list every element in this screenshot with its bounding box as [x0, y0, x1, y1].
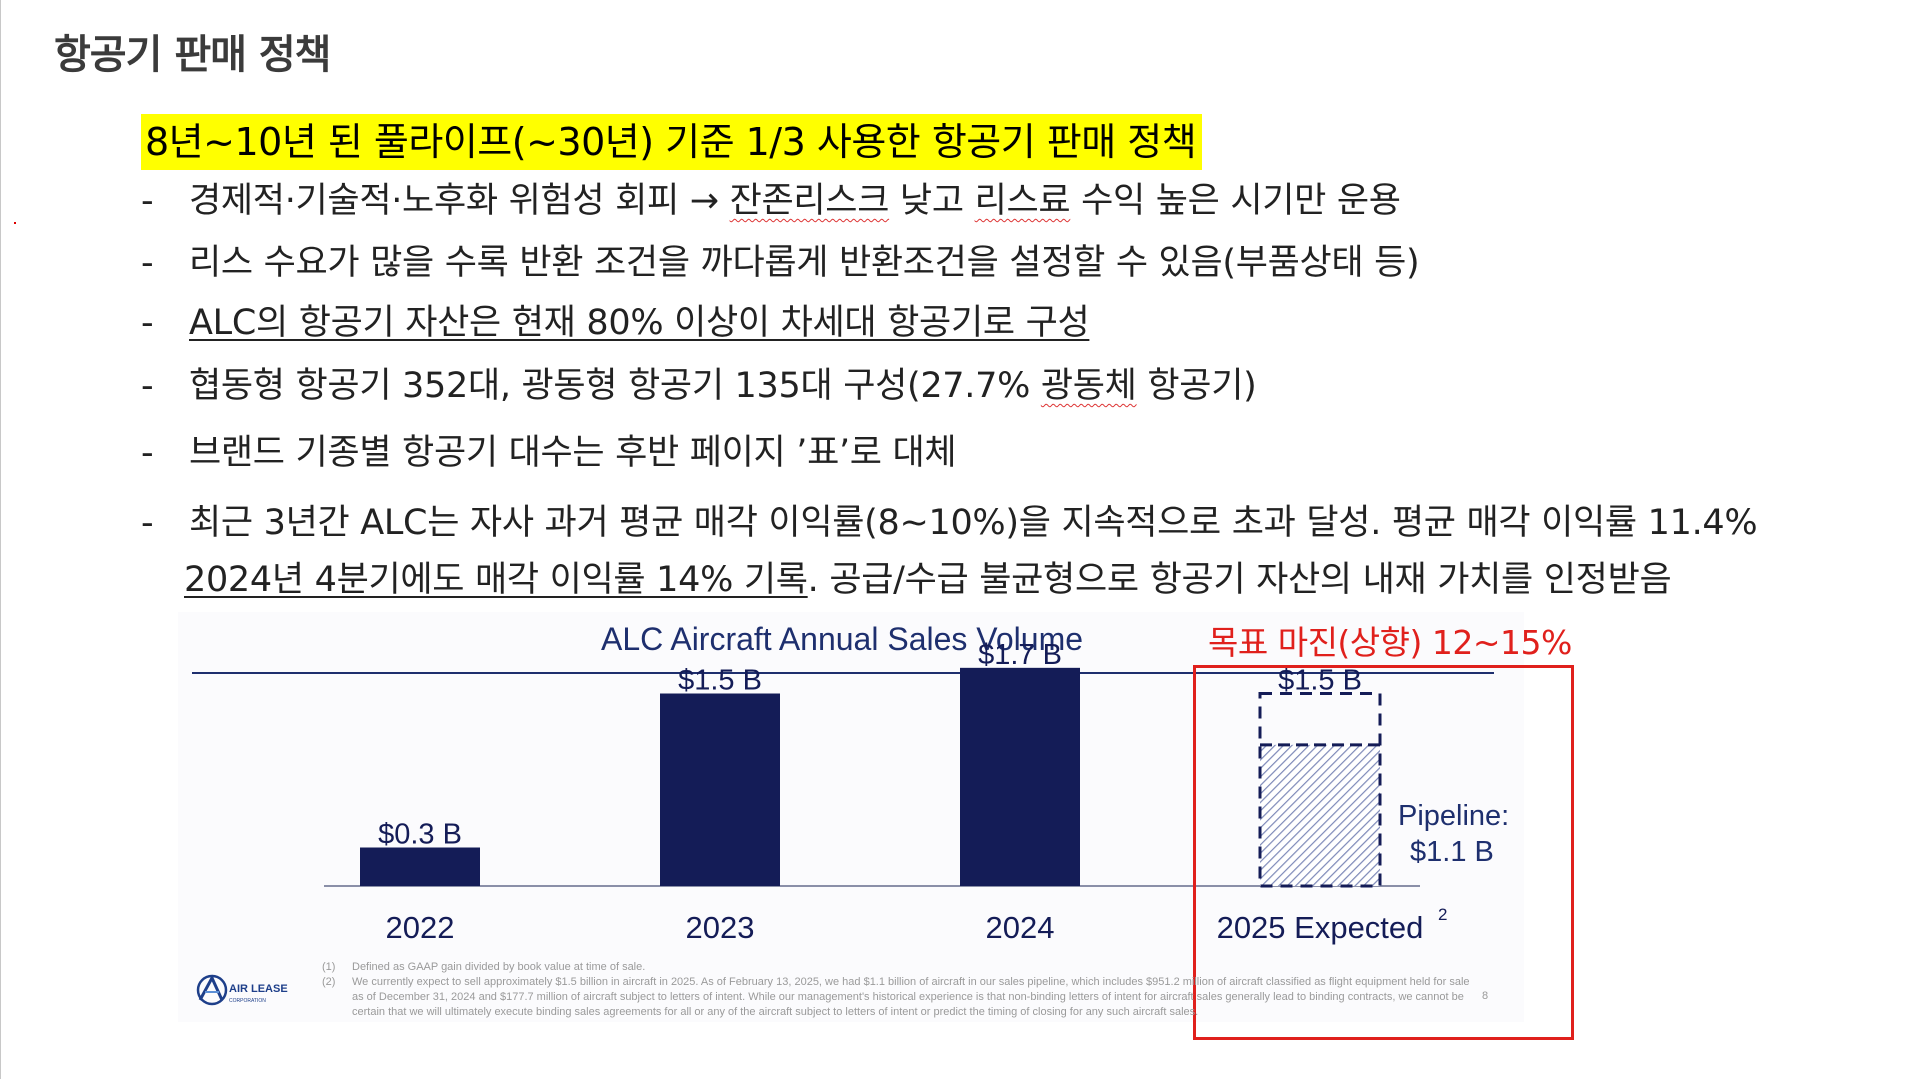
bullet-item: - 최근 3년간 ALC는 자사 과거 평균 매각 이익률(8~10%)을 지속적…	[141, 501, 1758, 545]
bar-value-label: $0.3 B	[378, 819, 462, 851]
bullet-text-flagged: 리스료	[974, 181, 1071, 221]
pipeline-label: Pipeline:	[1398, 800, 1509, 832]
highlighted-headline: 8년~10년 된 풀라이프(~30년) 기준 1/3 사용한 항공기 판매 정책	[141, 114, 1203, 170]
bar-2023	[660, 693, 780, 886]
bullet-text-part: 수익 높은 시기만 운용	[1070, 181, 1401, 221]
bullet-text-part: 협동형 항공기 352대, 광동형 항공기 135대 구성(27.7%	[189, 366, 1041, 406]
bullet-item: - 브랜드 기종별 항공기 대수는 후반 페이지 ’표’로 대체	[141, 431, 957, 475]
footnotes: (1) Defined as GAAP gain divided by book …	[322, 960, 1482, 1020]
air-lease-logo: AIR LEASE CORPORATION	[194, 972, 294, 1016]
chart-title: ALC Aircraft Annual Sales Volume	[601, 621, 1083, 657]
pipeline-value-label: $1.1 B	[1410, 836, 1494, 868]
bullet-dash: -	[141, 433, 154, 473]
bullet-dash: -	[141, 243, 154, 283]
footnote-text: Defined as GAAP gain divided by book val…	[352, 961, 646, 973]
footnote-marker: 2	[1438, 905, 1447, 924]
pipeline-bar	[1260, 744, 1380, 886]
bullet-dash: -	[141, 366, 154, 406]
footnote-text: We currently expect to sell approximatel…	[352, 976, 1470, 1018]
bar-value-label: $1.5 B	[678, 665, 762, 697]
annotation-label: 목표 마진(상향) 12~15%	[1208, 623, 1572, 662]
bar-value-label: $1.5 B	[1278, 665, 1362, 697]
bullet-item: - 리스 수요가 많을 수록 반환 조건을 까다롭게 반환조건을 설정할 수 있음…	[141, 241, 1420, 285]
bullet-text-part: 낮고	[889, 181, 975, 221]
bullet-item: - ALC의 항공기 자산은 현재 80% 이상이 차세대 항공기로 구성	[141, 301, 1090, 345]
annotation-box	[1193, 665, 1574, 1040]
bullet-text: ALC의 항공기 자산은 현재 80% 이상이 차세대 항공기로 구성	[189, 303, 1090, 343]
bullet-item: - 경제적·기술적·노후화 위험성 회피 → 잔존리스크 낮고 리스료 수익 높은…	[141, 179, 1401, 223]
logo-subtext: CORPORATION	[229, 998, 266, 1004]
bullet-text-part: 항공기)	[1136, 366, 1257, 406]
page-number: 8	[1482, 990, 1489, 1002]
bar-value-label: $1.7 B	[978, 639, 1062, 671]
footnote-number: (2)	[322, 976, 336, 988]
bar-2024	[960, 667, 1080, 886]
bullet-text: 리스 수요가 많을 수록 반환 조건을 까다롭게 반환조건을 설정할 수 있음(…	[189, 243, 1420, 283]
left-border	[0, 0, 1, 1079]
bullet-item: - 협동형 항공기 352대, 광동형 항공기 135대 구성(27.7% 광동체…	[141, 364, 1257, 408]
bar-2022	[360, 847, 480, 886]
bullet-dash: -	[141, 303, 154, 343]
bullet-text: 최근 3년간 ALC는 자사 과거 평균 매각 이익률(8~10%)을 지속적으…	[189, 503, 1758, 543]
stray-mark	[14, 222, 16, 224]
x-tick-label: 2022	[386, 910, 455, 945]
x-tick-label: 2024	[986, 910, 1055, 945]
bullet-dash: -	[141, 503, 154, 543]
bullet-text-part: 경제적·기술적·노후화 위험성 회피 →	[189, 181, 730, 221]
footnote: (2) We currently expect to sell approxima…	[322, 975, 1482, 1020]
expected-bar-outline	[1258, 692, 1382, 888]
bullet-dash: -	[141, 181, 154, 221]
x-tick-label: 2023	[686, 910, 755, 945]
logo-wordmark: AIR LEASE	[229, 983, 288, 995]
bullet-text: 경제적·기술적·노후화 위험성 회피 → 잔존리스크 낮고 리스료 수익 높은 …	[189, 179, 1401, 223]
footnote-number: (1)	[322, 961, 336, 973]
bullet-text: 브랜드 기종별 항공기 대수는 후반 페이지 ’표’로 대체	[189, 433, 957, 473]
footnote: (1) Defined as GAAP gain divided by book …	[322, 960, 1482, 975]
bullet-text-part: . 공급/수급 불균형으로 항공기 자산의 내재 가치를 인정받음	[807, 560, 1672, 600]
bullet-text-flagged: 잔존리스크	[729, 181, 890, 221]
page-title: 항공기 판매 정책	[54, 32, 331, 78]
bullet-text-underlined: 2024년 4분기에도 매각 이익률 14% 기록	[184, 560, 808, 600]
x-tick-label: 2025 Expected	[1217, 910, 1424, 945]
bullet-text: 협동형 항공기 352대, 광동형 항공기 135대 구성(27.7% 광동체 …	[189, 364, 1257, 408]
bullet-text-flagged: 광동체	[1040, 366, 1137, 406]
bullet-continuation: 2024년 4분기에도 매각 이익률 14% 기록. 공급/수급 불균형으로 항…	[184, 558, 1672, 602]
